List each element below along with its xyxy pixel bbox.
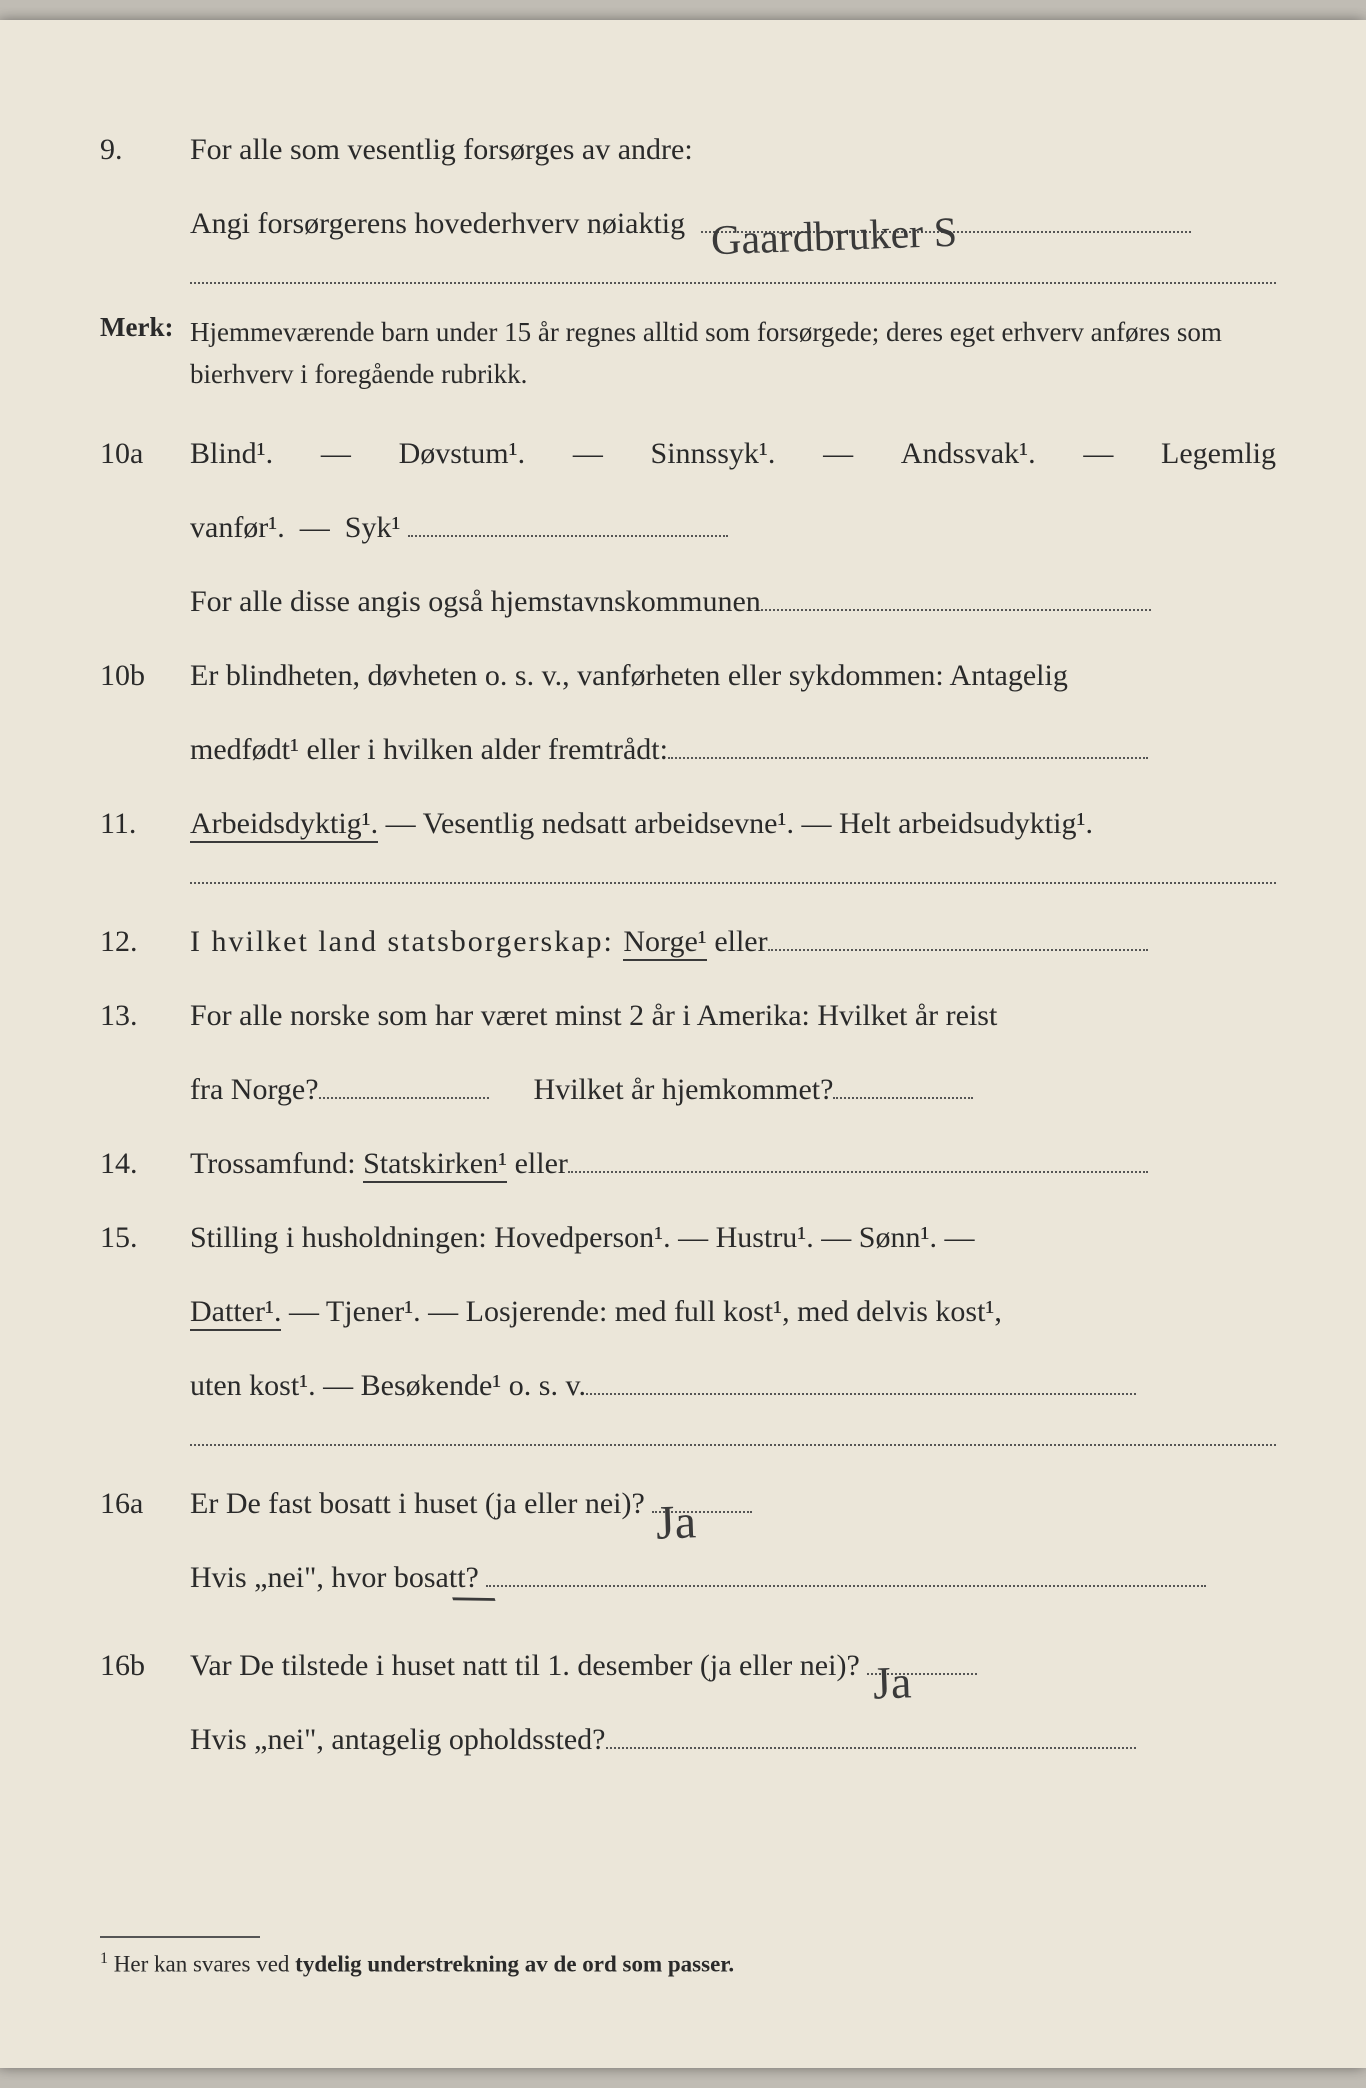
q10a-row3: For alle disse angis også hjemstavnskomm… (100, 572, 1276, 632)
q11-row: 11. Arbeidsdyktig¹. — Vesentlig nedsatt … (100, 794, 1276, 854)
q10a-options-1: Blind¹. — Døvstum¹. — Sinnssyk¹. — Andss… (190, 424, 1276, 484)
q12-row: 12. I hvilket land statsborgerskap: Norg… (100, 912, 1276, 972)
q16a-text-2: Hvis „nei", hvor bosatt? / (190, 1548, 1276, 1608)
q10b-row2: medfødt¹ eller i hvilken alder fremtrådt… (100, 720, 1276, 780)
merk-row: Merk: Hjemmeværende barn under 15 år reg… (100, 312, 1276, 396)
merk-text: Hjemmeværende barn under 15 år regnes al… (190, 312, 1276, 396)
q15-underlined: Datter¹. (190, 1295, 281, 1331)
footnote: 1 Her kan svares ved tydelig understrekn… (100, 1936, 1266, 1978)
q15-row3: uten kost¹. — Besøkende¹ o. s. v. (100, 1356, 1276, 1416)
q15-number: 15. (100, 1209, 190, 1266)
q10b-text-1: Er blindheten, døvheten o. s. v., vanfør… (190, 646, 1276, 706)
q15-row2: Datter¹. — Tjener¹. — Losjerende: med fu… (100, 1282, 1276, 1342)
q9-handwritten: Gaardbruker S (709, 191, 958, 284)
q16b-handwritten: Ja (872, 1636, 914, 1729)
q9-text-2: Angi forsørgerens hovederhverv nøiaktig … (190, 194, 1276, 254)
q16a-handwritten: Ja (655, 1474, 698, 1571)
q9-row2: Angi forsørgerens hovederhverv nøiaktig … (100, 194, 1276, 254)
q16b-row1: 16b Var De tilstede i huset natt til 1. … (100, 1636, 1276, 1696)
q13-text-1: For alle norske som har været minst 2 år… (190, 986, 1276, 1046)
q10a-row1: 10a Blind¹. — Døvstum¹. — Sinnssyk¹. — A… (100, 424, 1276, 484)
q14-underlined: Statskirken¹ (363, 1147, 507, 1183)
q10a-row2: vanfør¹. — Syk¹ (100, 498, 1276, 558)
q16b-row2: Hvis „nei", antagelig opholdssted? (100, 1710, 1276, 1770)
q15-text-3: uten kost¹. — Besøkende¹ o. s. v. (190, 1356, 1276, 1416)
q13-row2: fra Norge? Hvilket år hjemkommet? (100, 1060, 1276, 1120)
q13-number: 13. (100, 987, 190, 1044)
q11-text: Arbeidsdyktig¹. — Vesentlig nedsatt arbe… (190, 794, 1276, 854)
q13-text-2: fra Norge? Hvilket år hjemkommet? (190, 1060, 1276, 1120)
q10b-text-2: medfødt¹ eller i hvilken alder fremtrådt… (190, 720, 1276, 780)
q16a-text-1: Er De fast bosatt i huset (ja eller nei)… (190, 1474, 1276, 1534)
q14-text: Trossamfund: Statskirken¹ eller (190, 1134, 1276, 1194)
q16b-number: 16b (100, 1637, 190, 1694)
q9-label: Angi forsørgerens hovederhverv nøiaktig (190, 207, 685, 240)
q14-row: 14. Trossamfund: Statskirken¹ eller (100, 1134, 1276, 1194)
q15-text-2: Datter¹. — Tjener¹. — Losjerende: med fu… (190, 1282, 1276, 1342)
q15-row1: 15. Stilling i husholdningen: Hovedperso… (100, 1208, 1276, 1268)
q10b-row1: 10b Er blindheten, døvheten o. s. v., va… (100, 646, 1276, 706)
q10a-options-2: vanfør¹. — Syk¹ (190, 498, 1276, 558)
q12-text: I hvilket land statsborgerskap: Norge¹ e… (190, 912, 1276, 972)
q16a-number: 16a (100, 1475, 190, 1532)
q11-underlined: Arbeidsdyktig¹. (190, 807, 378, 843)
q13-row1: 13. For alle norske som har været minst … (100, 986, 1276, 1046)
footnote-rule (100, 1936, 260, 1938)
q16b-text-2: Hvis „nei", antagelig opholdssted? (190, 1710, 1276, 1770)
q10b-number: 10b (100, 647, 190, 704)
q11-blank-line (190, 882, 1276, 884)
q12-underlined: Norge¹ (623, 925, 706, 961)
q9-number: 9. (100, 121, 190, 178)
q14-number: 14. (100, 1135, 190, 1192)
document-page: 9. For alle som vesentlig forsørges av a… (0, 20, 1366, 2068)
q16a-row1: 16a Er De fast bosatt i huset (ja eller … (100, 1474, 1276, 1534)
merk-label: Merk: (100, 312, 190, 343)
q11-number: 11. (100, 795, 190, 852)
q10a-number: 10a (100, 425, 190, 482)
q9-row1: 9. For alle som vesentlig forsørges av a… (100, 120, 1276, 180)
q10a-text-3: For alle disse angis også hjemstavnskomm… (190, 572, 1276, 632)
q16b-text-1: Var De tilstede i huset natt til 1. dese… (190, 1636, 1276, 1696)
q12-number: 12. (100, 913, 190, 970)
q15-text-1: Stilling i husholdningen: Hovedperson¹. … (190, 1208, 1276, 1268)
footnote-text: 1 Her kan svares ved tydelig understrekn… (100, 1950, 1266, 1978)
q9-text-1: For alle som vesentlig forsørges av andr… (190, 120, 1276, 180)
q15-blank-line (190, 1444, 1276, 1446)
